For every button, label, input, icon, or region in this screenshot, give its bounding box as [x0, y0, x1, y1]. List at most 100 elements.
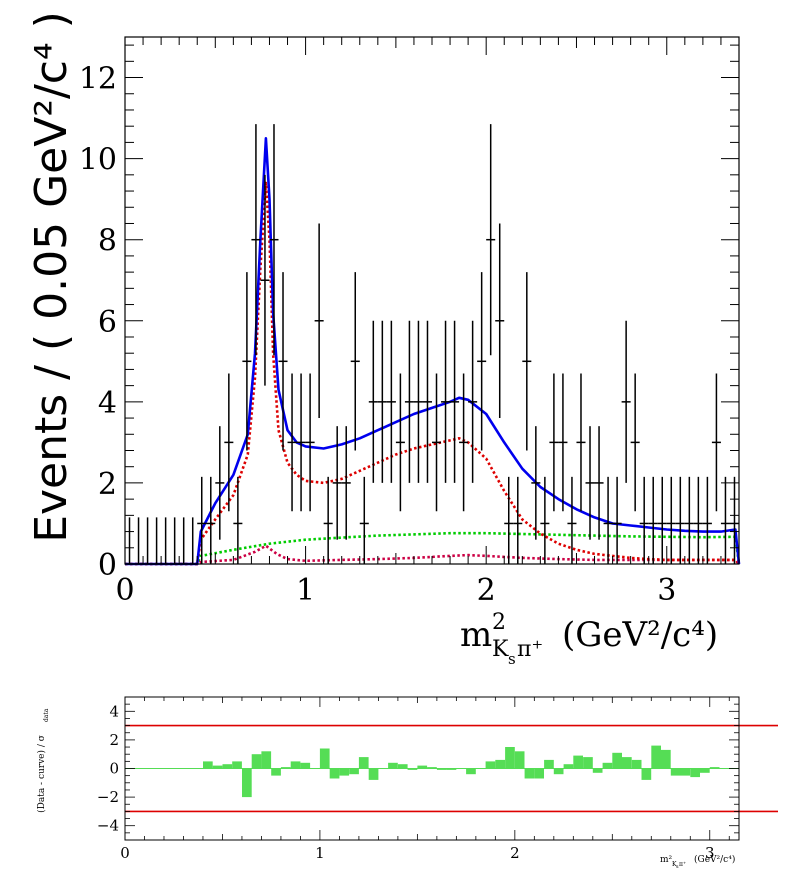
pull-y-tick-label: 0 — [109, 760, 119, 778]
data-point — [711, 373, 721, 512]
svg-text:π⁺: π⁺ — [517, 637, 543, 662]
data-point — [693, 476, 703, 564]
data-point — [558, 373, 568, 512]
pull-bar — [544, 759, 554, 769]
data-point — [621, 320, 631, 483]
main-y-axis-title: Events / ( 0.05 GeV²/c⁴ ) — [26, 11, 77, 543]
data-point — [432, 373, 442, 512]
data-point — [720, 476, 730, 564]
data-point — [170, 517, 180, 565]
x-tick-label: 0 — [115, 573, 134, 608]
data-point — [639, 476, 649, 564]
pull-bar — [602, 762, 613, 769]
data-point — [477, 272, 487, 451]
data-point — [179, 517, 189, 565]
pull-bar — [651, 745, 661, 769]
data-point — [729, 476, 739, 564]
svg-text:data: data — [43, 708, 50, 722]
pull-bar — [251, 754, 262, 769]
x-tick-label: 2 — [477, 573, 496, 608]
curve-signal — [125, 181, 740, 566]
pull-bar — [417, 765, 428, 769]
data-point — [314, 223, 324, 419]
data-point — [504, 476, 514, 564]
pull-bar — [514, 751, 525, 769]
data-point — [486, 124, 496, 356]
pull-bar — [446, 768, 457, 770]
pull-bar — [622, 757, 632, 769]
y-tick-label: 10 — [79, 143, 117, 178]
y-tick-label: 12 — [79, 62, 117, 97]
pull-bar — [212, 765, 223, 769]
pull-x-ticks: 0 1 2 3 — [120, 697, 730, 862]
data-point — [630, 373, 640, 512]
data-point — [567, 476, 577, 564]
pull-bar — [553, 768, 564, 775]
y-tick-label: 8 — [98, 224, 117, 259]
data-point — [495, 223, 505, 419]
pull-bar — [534, 768, 544, 779]
data-point — [152, 517, 162, 565]
data-point — [278, 272, 288, 451]
data-point — [648, 476, 658, 564]
pull-bar — [700, 768, 710, 773]
data-point — [296, 373, 306, 512]
y-tick-label: 2 — [98, 467, 117, 502]
pull-bar — [524, 768, 535, 779]
pull-y-tick-label: −2 — [97, 788, 119, 806]
data-point — [377, 320, 387, 483]
pull-y-tick-label: −4 — [97, 817, 119, 835]
data-point — [684, 476, 694, 564]
pull-bar — [349, 768, 359, 775]
pull-bar — [397, 764, 408, 769]
pull-bar — [485, 761, 496, 769]
main-x-axis-title: m 2 K s π⁺ (GeV²/c⁴) — [460, 610, 718, 668]
pull-bar — [641, 768, 652, 780]
data-point — [657, 476, 667, 564]
svg-text:K: K — [672, 861, 677, 868]
pull-bar — [339, 768, 350, 776]
data-point — [540, 476, 550, 564]
data-point — [576, 373, 586, 512]
data-point — [422, 320, 432, 483]
svg-text:m: m — [460, 615, 492, 655]
data-point — [459, 373, 469, 512]
pull-bar — [203, 761, 213, 769]
svg-text:s: s — [676, 864, 679, 870]
data-point — [522, 272, 532, 451]
data-point — [242, 272, 252, 451]
svg-text:(Data - curve) / σ: (Data - curve) / σ — [36, 735, 47, 813]
pull-bar — [329, 768, 340, 779]
pull-bar — [690, 768, 700, 778]
data-point — [260, 174, 270, 386]
pull-y-tick-label: 4 — [109, 702, 119, 720]
pull-y-tick-label: 2 — [109, 731, 119, 749]
svg-text:(GeV²/c⁴): (GeV²/c⁴) — [694, 854, 735, 865]
data-point — [341, 426, 351, 540]
pull-bar — [261, 751, 272, 769]
data-point — [395, 373, 405, 512]
pull-bar — [466, 768, 476, 775]
data-point — [206, 476, 216, 564]
pull-bars — [203, 745, 720, 798]
pull-bar — [242, 768, 252, 798]
pull-bar — [368, 768, 379, 780]
data-point — [441, 320, 451, 483]
pull-x-axis-title: m² K s π⁺ (GeV²/c⁴) — [660, 854, 735, 870]
data-point — [269, 124, 279, 356]
pull-reference-lines — [125, 724, 778, 813]
data-point — [161, 517, 171, 565]
pull-bar — [407, 768, 418, 770]
data-point — [143, 517, 153, 565]
pull-panel: 0 1 2 3 −4 −2 0 2 4 (Data - curve) / σ data m² … — [36, 696, 778, 870]
pull-bar — [358, 757, 369, 769]
pull-bar — [290, 761, 301, 769]
data-point — [675, 476, 685, 564]
pull-bar — [319, 748, 330, 769]
data-point — [594, 426, 604, 540]
data-point — [125, 517, 135, 565]
pull-x-tick-label: 1 — [315, 844, 325, 862]
data-point — [134, 517, 144, 565]
pull-bar — [280, 767, 291, 769]
pull-bar — [709, 767, 720, 769]
